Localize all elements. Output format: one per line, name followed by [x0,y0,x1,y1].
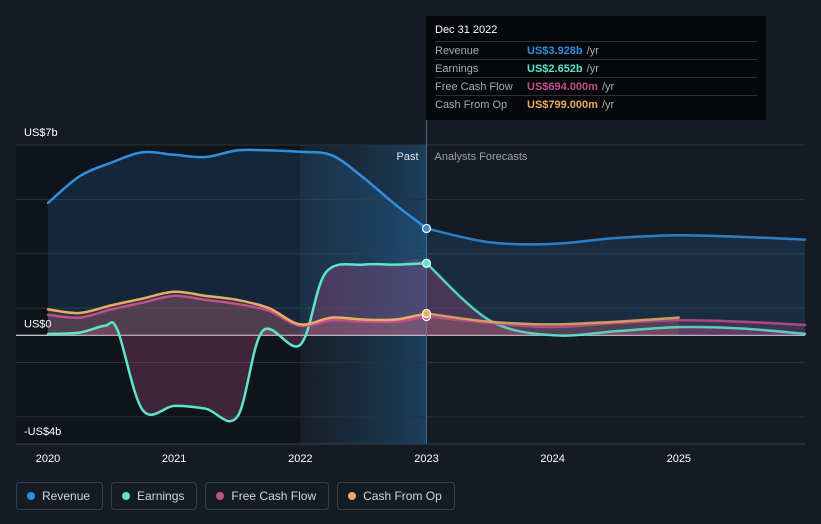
tooltip-unit: /yr [601,80,615,93]
forecast-label: Analysts Forecasts [435,151,528,163]
legend-label: Free Cash Flow [231,489,317,503]
tooltip-label: Cash From Op [435,98,508,111]
tooltip: Dec 31 2022 Revenue US$3.928b /yr Earnin… [426,16,766,120]
x-tick-label: 2020 [36,453,60,465]
revenue-marker [421,223,432,234]
y-tick-label: -US$4b [24,426,61,438]
tooltip-row-free-cash-flow: Free Cash Flow US$694.000m /yr [435,77,757,95]
tooltip-value: US$694.000m [527,80,598,93]
tooltip-row-revenue: Revenue US$3.928b /yr [435,41,757,59]
tooltip-value: US$799.000m [527,98,598,111]
earnings-marker [421,258,432,268]
y-tick-label: US$0 [24,318,52,330]
tooltip-date: Dec 31 2022 [435,24,498,36]
y-tick-label: US$7b [24,127,58,139]
tooltip-row-earnings: Earnings US$2.652b /yr [435,59,757,77]
tooltip-unit: /yr [586,62,599,75]
legend-label: Cash From Op [363,489,442,503]
tooltip-row-cash-from-op: Cash From Op US$799.000m /yr [435,95,757,113]
x-tick-label: 2021 [162,453,186,465]
earnings-line-forecast [425,261,807,337]
legend-dot-icon [216,492,225,500]
legend-label: Revenue [42,489,91,503]
x-tick-label: 2023 [414,453,438,465]
tooltip-label: Revenue [435,44,480,57]
legend-item-cash-from-op[interactable]: Cash From Op [337,482,455,510]
tooltip-value: US$2.652b [527,62,583,75]
x-tick-label: 2025 [667,453,691,465]
legend-item-revenue[interactable]: Revenue [16,482,104,510]
past-region-highlight [300,145,427,444]
earnings-line-past [46,261,428,423]
legend-item-free-cash-flow[interactable]: Free Cash Flow [205,482,330,510]
legend-label: Earnings [137,489,185,503]
tooltip-unit: /yr [586,44,599,57]
legend-dot-icon [27,492,35,500]
legend-item-earnings[interactable]: Earnings [111,482,198,510]
revenue-line-forecast [425,227,807,246]
cash-from-op-line-forecast [425,312,681,326]
free-cash-flow-line-past [46,294,428,328]
cash-from-op-marker [421,308,432,319]
legend-dot-icon [122,492,131,500]
revenue-area [48,149,805,336]
legend: Revenue Earnings Free Cash Flow Cash Fro… [16,482,455,510]
free-cash-flow-area [48,295,805,336]
free-cash-flow-line-forecast [425,315,807,329]
earnings-area [48,259,805,422]
revenue-line-past [46,148,428,230]
x-tick-label: 2022 [288,453,312,465]
tooltip-label: Earnings [435,62,479,75]
tooltip-value: US$3.928b [527,44,583,57]
x-tick-label: 2024 [540,453,564,465]
cash-from-op-line-past [46,290,428,326]
past-label: Past [396,151,418,163]
tooltip-unit: /yr [601,98,615,111]
tooltip-label: Free Cash Flow [435,80,513,93]
legend-dot-icon [348,492,357,500]
